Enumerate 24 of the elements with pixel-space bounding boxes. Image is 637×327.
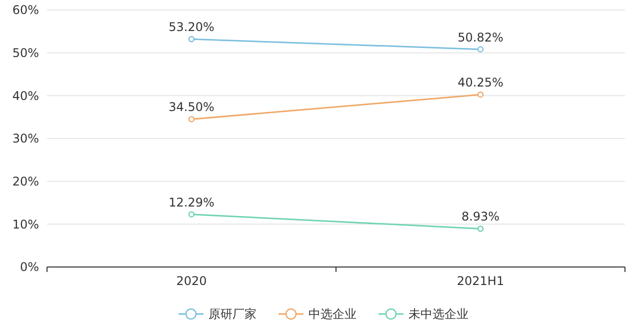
point [188,36,195,42]
point [477,46,484,52]
legend-label: 中选企业 [308,307,356,322]
y-tick-label: 60% [12,3,39,18]
x-tick-label: 2020 [176,274,207,288]
y-tick-label: 40% [12,88,39,103]
legend-label: 原研厂家 [208,307,256,322]
legend-label: 未中选企业 [408,307,468,322]
data-label: 34.50% [168,100,214,114]
y-tick-label: 50% [12,46,39,60]
y-tick-label: 20% [12,174,39,189]
data-label: 53.20% [168,20,214,34]
data-label: 50.82% [458,30,504,44]
point [188,211,195,218]
data-label: 40.25% [458,76,504,90]
y-tick-label: 0% [20,260,39,274]
point [188,116,195,122]
data-label: 8.93% [461,210,500,224]
y-tick-label: 30% [12,132,39,146]
y-tick-label: 10% [12,217,39,232]
data-label: 12.29% [168,195,214,210]
x-tick-label: 2021H1 [456,274,504,288]
point [477,91,484,98]
point [477,226,484,232]
